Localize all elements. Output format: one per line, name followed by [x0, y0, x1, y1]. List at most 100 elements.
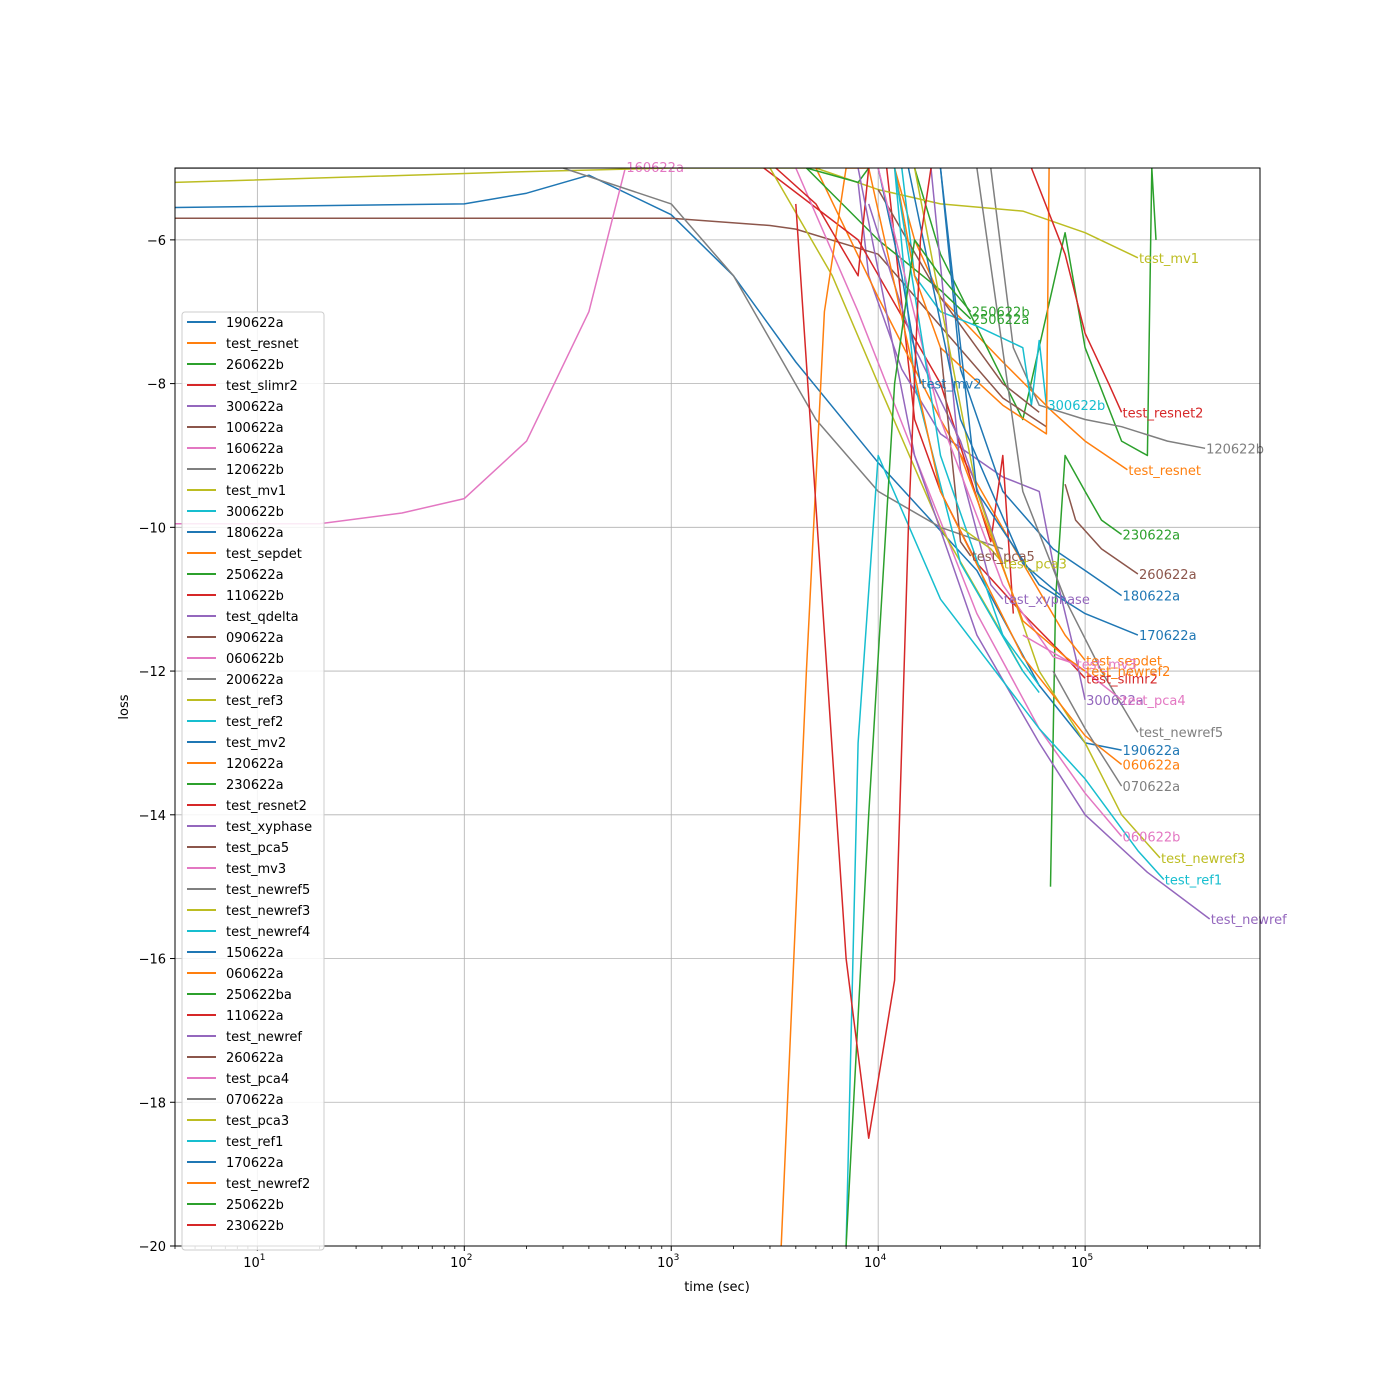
- legend-label: test_newref2: [226, 1177, 310, 1192]
- series-line-test_sepdet: [815, 168, 1086, 661]
- plot-frame: [174, 167, 1261, 1247]
- legend-entry: test_qdelta: [187, 610, 299, 625]
- series-line-060622a: [780, 168, 1123, 1246]
- x-tick-label: 102: [450, 1253, 472, 1271]
- series-line-test_ref1: [845, 454, 1165, 1246]
- x-axis-label: time (sec): [684, 1280, 750, 1295]
- legend-label: test_pca4: [226, 1072, 289, 1087]
- y-axis-label: loss: [117, 694, 132, 719]
- legend-entry: 300622a: [187, 400, 284, 415]
- series-end-label: 300622a: [1086, 694, 1144, 709]
- legend-label: test_sepdet: [226, 547, 302, 562]
- legend-label: 120622a: [226, 757, 284, 772]
- series-line-070622a: [1052, 670, 1123, 787]
- legend-entry: test_ref2: [187, 715, 283, 730]
- x-tick-label: 101: [243, 1253, 265, 1271]
- series-end-label: 060622a: [1123, 758, 1181, 773]
- legend-label: 200622a: [226, 673, 284, 688]
- legend-entry: test_newref2: [187, 1177, 310, 1192]
- series-line-test_pca5: [939, 347, 972, 557]
- legend-label: test_xyphase: [226, 820, 312, 835]
- series-lines: [175, 168, 1211, 1246]
- legend-entry: test_pca4: [187, 1072, 289, 1087]
- legend-entry: 120622a: [187, 757, 284, 772]
- y-tick-label: −20: [139, 1240, 166, 1255]
- series-end-label: test_newref5: [1139, 726, 1223, 741]
- series-end-label: 250622a: [972, 313, 1030, 328]
- series-line-180622a: [939, 168, 1123, 597]
- series-end-label: test_pca5: [972, 550, 1035, 565]
- series-end-label: 060622b: [1123, 830, 1181, 845]
- series-line-test_xyphase: [930, 168, 1004, 600]
- legend-entry: 230622a: [187, 778, 284, 793]
- legend-label: 170622a: [226, 1156, 284, 1171]
- legend-entry: 300622b: [187, 505, 284, 520]
- legend-entry: test_resnet: [187, 337, 299, 352]
- series-end-label: test_slimr2: [1086, 672, 1158, 687]
- series-line-230622b: [795, 168, 932, 1139]
- series-line-250622b: [845, 239, 972, 1246]
- series-line-060622b: [795, 168, 1123, 837]
- legend-entry: 060622a: [187, 967, 284, 982]
- legend-entry: 180622a: [187, 526, 284, 541]
- plot-area: [175, 168, 1260, 1246]
- legend-label: test_ref2: [226, 715, 283, 730]
- series-end-label: test_mv3: [1077, 658, 1137, 673]
- x-tick-label: 103: [657, 1253, 679, 1271]
- legend-entry: test_sepdet: [187, 547, 302, 562]
- legend-label: test_resnet: [226, 337, 299, 352]
- series-line-260622a: [1064, 483, 1139, 575]
- legend-entry: 250622b: [187, 1198, 284, 1213]
- series-line-150622a: [907, 168, 1066, 600]
- legend-label: test_ref1: [226, 1135, 283, 1150]
- legend-label: 230622b: [226, 1219, 284, 1234]
- legend-entry: 200622a: [187, 673, 284, 688]
- series-line-120622a: [893, 168, 1050, 435]
- legend-box: [181, 311, 325, 1251]
- legend-entry: 110622a: [187, 1009, 284, 1024]
- legend-label: 150622a: [226, 946, 284, 961]
- series-end-label: 260622a: [1139, 568, 1197, 583]
- series-end-labels: 190622atest_resnettest_slimr2300622a1606…: [626, 161, 1287, 928]
- series-line-170622a: [939, 168, 1139, 636]
- legend-label: test_newref5: [226, 883, 310, 898]
- legend-label: 250622ba: [226, 988, 292, 1003]
- series-end-label: test_newref3: [1161, 852, 1245, 867]
- legend-label: test_newref3: [226, 904, 310, 919]
- series-end-label: test_newref2: [1086, 665, 1170, 680]
- legend-label: 250622a: [226, 568, 284, 583]
- legend-entry: test_resnet2: [187, 799, 307, 814]
- legend-entry: 160622a: [187, 442, 284, 457]
- legend-label: test_newref: [226, 1030, 302, 1045]
- legend-label: test_mv1: [226, 484, 286, 499]
- legend-label: 110622b: [226, 589, 284, 604]
- y-tick-label: −6: [147, 234, 166, 249]
- legend-label: test_pca3: [226, 1114, 289, 1129]
- series-end-label: test_pca3: [1004, 557, 1067, 572]
- legend-entry: 260622a: [187, 1051, 284, 1066]
- y-tick-label: −14: [139, 809, 166, 824]
- series-line-250622ba: [806, 168, 870, 184]
- series-line-test_mv3: [877, 168, 1076, 665]
- series-end-label: test_xyphase: [1004, 593, 1090, 608]
- legend-label: test_pca5: [226, 841, 289, 856]
- legend-entry: 260622b: [187, 358, 284, 373]
- legend-label: test_slimr2: [226, 379, 298, 394]
- legend-label: 260622a: [226, 1051, 284, 1066]
- legend-label: test_mv3: [226, 862, 286, 877]
- legend-label: 180622a: [226, 526, 284, 541]
- legend-entry: 070622a: [187, 1093, 284, 1108]
- legend-label: 190622a: [226, 316, 284, 331]
- series-end-label: 070622a: [1123, 780, 1181, 795]
- legend-entry: test_ref3: [187, 694, 283, 709]
- series-end-label: 180622a: [1123, 590, 1181, 605]
- legend-label: 100622a: [226, 421, 284, 436]
- legend-label: test_ref3: [226, 694, 283, 709]
- legend-entry: 110622b: [187, 589, 284, 604]
- series-end-label: test_mv1: [1139, 252, 1199, 267]
- y-tick-label: −18: [139, 1096, 166, 1111]
- legend-entry: test_newref4: [187, 925, 310, 940]
- series-end-label: test_ref1: [1165, 873, 1222, 888]
- legend-entry: 090622a: [187, 631, 284, 646]
